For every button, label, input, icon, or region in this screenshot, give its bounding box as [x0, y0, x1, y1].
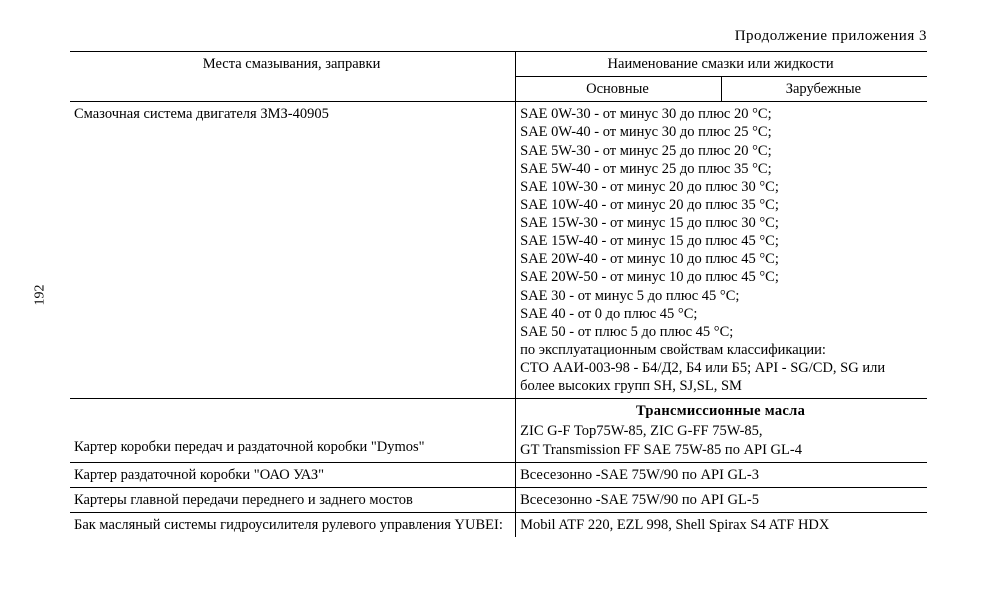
header-col1: Места смазывания, заправки — [70, 52, 516, 102]
header-col2b: Зарубежные — [721, 77, 927, 102]
cell-lubricant: Всесезонно -SAE 75W/90 по API GL-3 — [516, 462, 927, 487]
table-row: Картер коробки передач и раздаточной кор… — [70, 399, 927, 462]
cell-location: Картер раздаточной коробки "ОАО УАЗ" — [70, 462, 516, 487]
cell-lubricant: Всесезонно -SAE 75W/90 по API GL-5 — [516, 487, 927, 512]
table-row: Смазочная система двигателя ЗМЗ-40905 SA… — [70, 102, 927, 399]
table-header-row-1: Места смазывания, заправки Наименование … — [70, 52, 927, 77]
table-row: Картеры главной передачи переднего и зад… — [70, 487, 927, 512]
table-row: Картер раздаточной коробки "ОАО УАЗ" Все… — [70, 462, 927, 487]
cell-location: Картер коробки передач и раздаточной кор… — [70, 399, 516, 462]
transmission-oils-title: Трансмиссионные масла — [520, 402, 921, 422]
lubrication-table: Места смазывания, заправки Наименование … — [70, 51, 927, 537]
cell-location: Бак масляный системы гидроусилителя руле… — [70, 512, 516, 537]
cell-lubricant: Трансмиссионные масла ZIC G-F Top75W-85,… — [516, 399, 927, 462]
header-col2-span: Наименование смазки или жидкости — [516, 52, 927, 77]
cell-location: Картеры главной передачи переднего и зад… — [70, 487, 516, 512]
cell-location: Смазочная система двигателя ЗМЗ-40905 — [70, 102, 516, 399]
continuation-label: Продолжение приложения 3 — [70, 28, 927, 45]
cell-lubricant: SAE 0W-30 - от минус 30 до плюс 20 °C; S… — [516, 102, 927, 399]
cell-lubricant: Mobil ATF 220, EZL 998, Shell Spirax S4 … — [516, 512, 927, 537]
document-page: 192 Продолжение приложения 3 Места смазы… — [0, 0, 985, 589]
transmission-oils-list: ZIC G-F Top75W-85, ZIC G-FF 75W-85, GT T… — [520, 422, 921, 458]
page-number: 192 — [33, 284, 49, 305]
table-row: Бак масляный системы гидроусилителя руле… — [70, 512, 927, 537]
header-col2a: Основные — [516, 77, 722, 102]
